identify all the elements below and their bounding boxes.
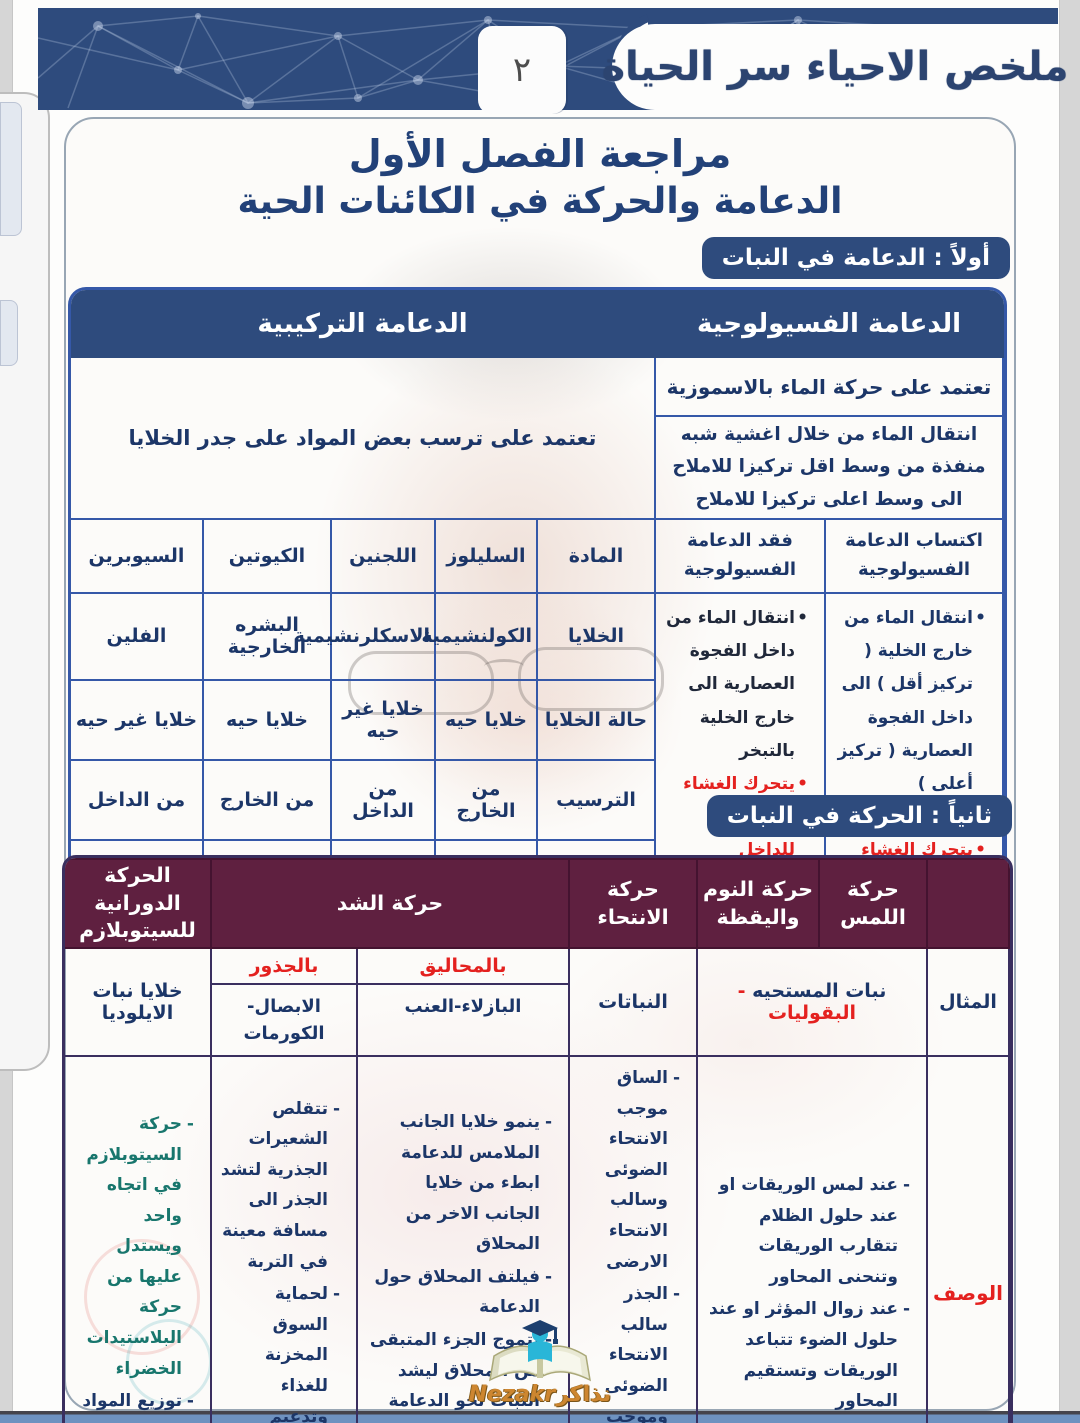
row-label-state: حالة الخلايا: [535, 678, 656, 761]
left-edge-tab: [0, 102, 22, 236]
stacked-page-edge: [0, 92, 50, 1071]
loss-support-title: فقد الدعامة الفسيولوجية: [653, 518, 827, 595]
tropism-movement-header: حركة الانتحاء: [568, 857, 698, 950]
cellulose-state: خلايا حيه: [433, 678, 538, 761]
watermark-latin: Nezakr: [468, 1382, 556, 1407]
row-label-material: المادة: [535, 518, 656, 595]
tendrils-plants: البازلاء-العنب: [404, 996, 522, 1018]
description-point: الجذر سالب الانتحاء الضوئى وموجب الانتحا…: [578, 1279, 680, 1423]
brand-title: ملخص الاحياء سر الحياة: [601, 44, 1069, 90]
description-point: لحماية السوق المخزنة للغذاء وتدعيم الاجز…: [220, 1279, 340, 1423]
review-title-line1: مراجعة الفصل الأول: [348, 132, 732, 176]
description-point: يذبل المحلاق اذا لم يجد دعامة: [366, 1419, 552, 1423]
physiological-definition: انتقال الماء من خلال اغشية شبه منفذة من …: [653, 414, 1004, 521]
row-label-cells: الخلايا: [535, 592, 656, 681]
rotation-movement-header: الحركة الدورانية للسيتوبلازم: [65, 857, 212, 950]
description-point: عند لمس الوريقات او عند حلول الظلام تتقا…: [706, 1170, 910, 1292]
watermark: Nezakr نذاكر: [420, 1318, 660, 1407]
tendrils-subheader: بالمحاليق: [358, 949, 568, 986]
movement-header-row: حركة اللمس حركة النوم واليقظة حركة الانت…: [65, 857, 1010, 950]
example-rotation: خلايا نبات الايلوديا: [65, 947, 212, 1058]
suberin-deposition: من الداخل: [71, 758, 204, 841]
row-label-example: المثال: [926, 947, 1010, 1058]
corner-cell: [926, 857, 1010, 950]
description-roots: تتقلص الشعيرات الجذرية لتشد الجذر الى مس…: [209, 1055, 359, 1423]
roots-plants: الابصال- الكورمات: [243, 996, 325, 1045]
material-lignin: اللجنين: [329, 518, 436, 595]
description-point: فيلتف المحلاق حول الدعامة: [366, 1262, 552, 1323]
description-point: توزيع المواد على جميع اجزاء الخلية: [73, 1386, 194, 1423]
description-point: عند زوال المؤثر او عند حلول الضوء تتباعد…: [706, 1294, 910, 1416]
physiological-depends: تعتمد على حركة الماء بالاسموزية: [653, 356, 1004, 417]
example-tropism: النباتات: [568, 947, 698, 1058]
suberin-cells: الفلين: [71, 592, 204, 681]
watermark-text: Nezakr نذاكر: [420, 1382, 660, 1407]
review-title: مراجعة الفصل الأول الدعامة والحركة في ال…: [66, 119, 1014, 224]
touch-movement-header: حركة اللمس: [818, 857, 928, 950]
description-point: الساق موجب الانتحاء الضوئى وسالب الانتحا…: [578, 1063, 680, 1277]
sleep-wake-movement-header: حركة النوم واليقظة: [696, 857, 820, 950]
description-rotation: حركة السيتوبلازم في اتجاه واحد ويستدل عل…: [65, 1055, 212, 1423]
description-point: تتقلص الشعيرات الجذرية لتشد الجذر الى مس…: [220, 1094, 340, 1278]
description-point: حركة السيتوبلازم في اتجاه واحد ويستدل عل…: [73, 1109, 194, 1384]
page-number: ٢: [512, 50, 532, 90]
loss-point: انتقال الماء من داخل الفجوة العصارية الى…: [666, 602, 808, 768]
lignin-cells: الاسكلرنشيمية: [294, 592, 436, 681]
support-table: الدعامة الفسيولوجية الدعامة التركيبية تع…: [68, 287, 1007, 947]
main-card: مراجعة الفصل الأول الدعامة والحركة في ال…: [62, 117, 1016, 1423]
example-touch-sleep-extra: - البقوليات: [737, 980, 857, 1025]
description-point: ينمو خلايا الجانب الملامس للدعامة ابطء م…: [366, 1107, 552, 1260]
description-point: يتموج الجزء المتبقى من المحلاق ليشد النب…: [366, 1325, 552, 1417]
section2-badge: ثانياً : الحركة في النبات: [706, 795, 1012, 837]
row-label-deposition: الترسيب: [535, 758, 656, 841]
description-tropism: الساق موجب الانتحاء الضوئى وسالب الانتحا…: [568, 1055, 698, 1423]
material-cellulose: السليلوز: [433, 518, 538, 595]
page-number-tab: ٢: [478, 26, 566, 114]
banner-title-area: ملخص الاحياء سر الحياة: [601, 24, 1069, 110]
example-roots: بالجذور الابصال- الكورمات: [209, 947, 359, 1058]
materials-header-row: اكتساب الدعامة الفسيولوجية فقد الدعامة ا…: [71, 518, 1004, 595]
description-touch-sleep: عند لمس الوريقات او عند حلول الظلام تتقا…: [696, 1055, 928, 1423]
cells-row: انتقال الماء من خارج الخلية ( تركيز أقل …: [71, 592, 1004, 944]
row-label-description: الوصف: [926, 1055, 1010, 1423]
movement-table: حركة اللمس حركة النوم واليقظة حركة الانت…: [62, 855, 1013, 1423]
nezakr-logo-icon: [489, 1320, 591, 1382]
lignin-state: خلايا غير حيه: [329, 678, 436, 761]
example-row: المثال نبات المستحيه - البقوليات النباتا…: [65, 947, 1010, 1058]
lignin-deposition: من الداخل: [329, 758, 436, 841]
example-touch-sleep: نبات المستحيه - البقوليات: [696, 947, 928, 1058]
support-table-header-row: الدعامة الفسيولوجية الدعامة التركيبية: [71, 290, 1004, 358]
description-row: الوصف عند لمس الوريقات او عند حلول الظلا…: [65, 1055, 1010, 1423]
review-title-line2: الدعامة والحركة في الكائنات الحية: [237, 180, 843, 222]
example-tendrils: بالمحاليق البازلاء-العنب: [356, 947, 570, 1058]
watermark-arabic: نذاكر: [556, 1382, 612, 1407]
left-edge-tab-small: [0, 300, 18, 366]
material-suberin: السيوبرين: [71, 518, 204, 595]
structural-depends: تعتمد على ترسب بعض المواد على جدر الخلاي…: [71, 355, 656, 521]
contraction-movement-header: حركة الشد: [209, 857, 571, 950]
top-banner: ملخص الاحياء سر الحياة ٢: [38, 8, 1069, 114]
cutin-state: خلايا حيه: [201, 678, 332, 761]
section1-badge: أولاً : الدعامة في النبات: [701, 237, 1010, 279]
cutin-deposition: من الخارج: [201, 758, 332, 841]
card-content: مراجعة الفصل الأول الدعامة والحركة في ال…: [62, 119, 1014, 1423]
example-touch-sleep-main: نبات المستحيه: [752, 980, 887, 1003]
depends-row: تعتمد على حركة الماء بالاسموزية تعتمد عل…: [71, 355, 1004, 521]
cellulose-deposition: من الخارج: [433, 758, 538, 841]
roots-subheader: بالجذور: [211, 949, 356, 986]
material-cutin: الكيوتين: [201, 518, 332, 595]
structural-support-header: الدعامة التركيبية: [71, 290, 656, 358]
gain-support-title: اكتساب الدعامة الفسيولوجية: [824, 518, 1004, 595]
suberin-state: خلايا غير حيه: [71, 678, 204, 761]
cellulose-cells: الكولنشيمية: [421, 592, 538, 681]
physiological-support-header: الدعامة الفسيولوجية: [653, 290, 1004, 358]
